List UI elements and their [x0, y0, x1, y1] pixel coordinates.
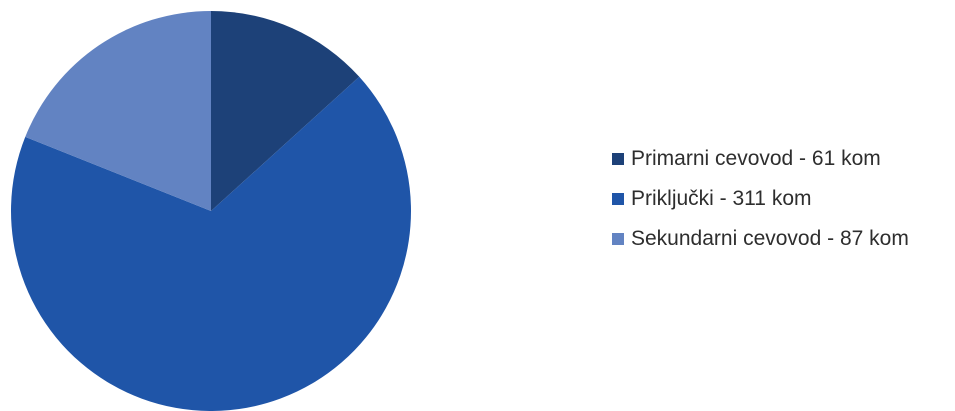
pie-slice-prikljucki [11, 76, 411, 411]
legend-swatch-sekundarni-cevovod [612, 233, 624, 245]
legend-item-prikljucki: Priključki - 311 kom [612, 186, 909, 212]
pie-slice-primarni-cevovod [211, 11, 360, 211]
legend-label-prikljucki: Priključki - 311 kom [631, 187, 812, 210]
legend-swatch-prikljucki [612, 193, 624, 205]
pie-slice-sekundarni-cevovod [25, 11, 212, 211]
legend-swatch-primarni-cevovod [612, 153, 624, 165]
chart-legend: Primarni cevovod - 61 kom Priključki - 3… [612, 146, 909, 266]
legend-item-sekundarni-cevovod: Sekundarni cevovod - 87 kom [612, 226, 909, 252]
legend-label-primarni-cevovod: Primarni cevovod - 61 kom [631, 147, 881, 170]
legend-label-sekundarni-cevovod: Sekundarni cevovod - 87 kom [631, 227, 909, 250]
legend-item-primarni-cevovod: Primarni cevovod - 61 kom [612, 146, 909, 172]
